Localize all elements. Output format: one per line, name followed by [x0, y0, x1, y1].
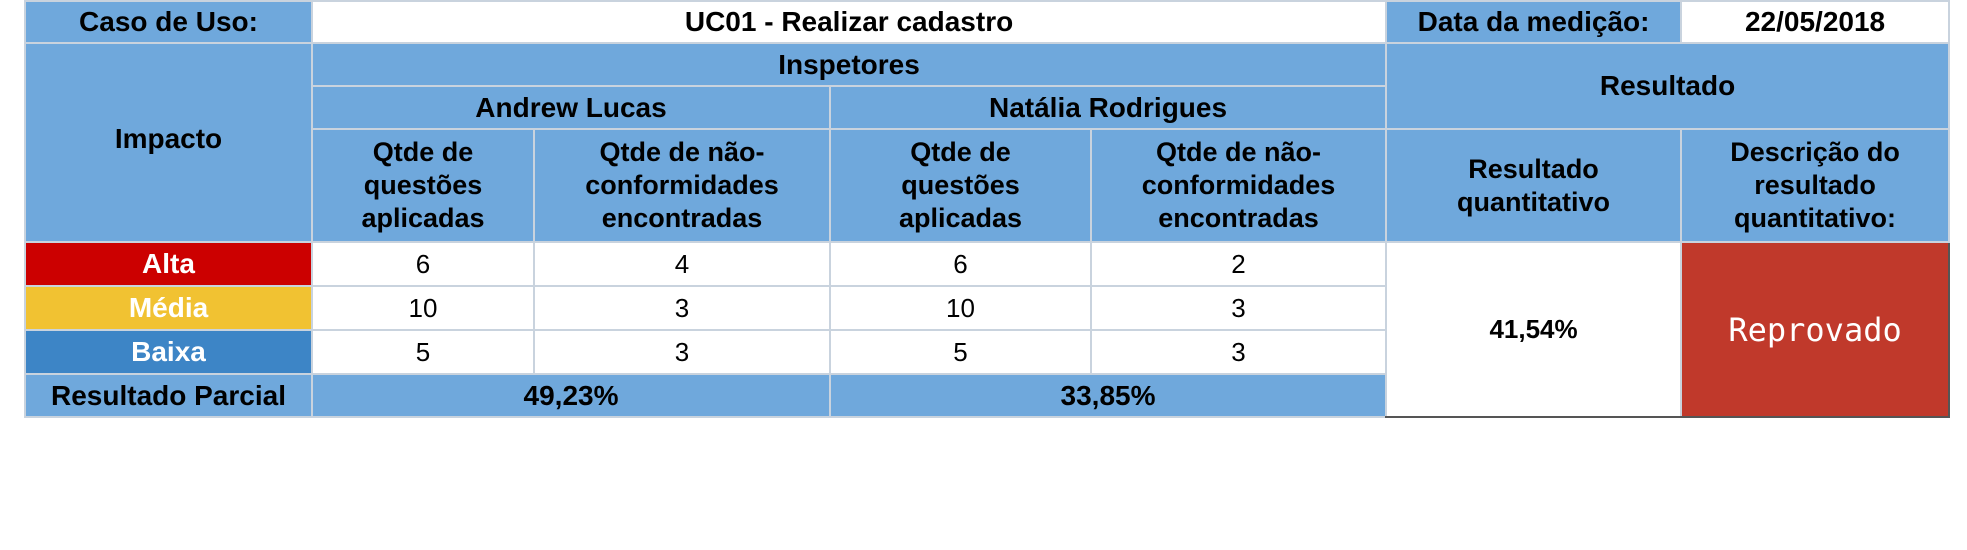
table-row: Alta 6 4 6 2 41,54% Reprovado: [24, 241, 1951, 418]
partial-result-label: Resultado Parcial: [24, 373, 313, 418]
result-description-badge: Reprovado: [1680, 241, 1951, 418]
andrew-nonconf-header: Qtde de não-conformidades encontradas: [533, 128, 831, 243]
andrew-nonconf-baixa: 3: [533, 329, 831, 375]
natalia-applied-header: Qtde de questões aplicadas: [829, 128, 1092, 243]
natalia-applied-media: 10: [829, 285, 1092, 331]
partial-result-natalia: 33,85%: [828, 373, 1388, 418]
natalia-applied-alta: 6: [829, 241, 1092, 287]
inspector-name-natalia: Natália Rodrigues: [828, 85, 1388, 130]
table-row: Baixa 5 3 5 3: [24, 329, 1949, 375]
partial-result-row: Resultado Parcial 49,23% 33,85%: [24, 373, 1949, 418]
natalia-nonconf-media: 3: [1089, 285, 1388, 331]
date-label: Data da medição:: [1385, 0, 1683, 44]
andrew-applied-baixa: 5: [311, 329, 535, 375]
natalia-nonconf-header: Qtde de não-conformidades encontradas: [1089, 128, 1388, 243]
andrew-nonconf-media: 3: [533, 285, 831, 331]
impact-alta: Alta: [24, 241, 313, 287]
desc-result-header: Descrição do resultado quantitativo:: [1680, 128, 1951, 243]
inspectors-header: Inspetores: [310, 42, 1388, 87]
impact-header: Impacto: [24, 42, 313, 243]
partial-result-andrew: 49,23%: [311, 373, 831, 418]
use-case-value: UC01 - Realizar cadastro: [310, 0, 1388, 44]
impact-media: Média: [24, 285, 313, 331]
evaluation-table: Caso de Uso: UC01 - Realizar cadastro Da…: [24, 0, 1951, 418]
quantitative-result: 41,54%: [1385, 241, 1683, 418]
table-row: Média 10 3 10 3: [24, 285, 1949, 331]
natalia-nonconf-baixa: 3: [1089, 329, 1388, 375]
use-case-label: Caso de Uso:: [24, 0, 313, 44]
andrew-applied-alta: 6: [311, 241, 535, 287]
andrew-nonconf-alta: 4: [533, 241, 831, 287]
result-header: Resultado: [1385, 42, 1951, 130]
natalia-nonconf-alta: 2: [1089, 241, 1388, 287]
impact-baixa: Baixa: [24, 329, 313, 375]
andrew-applied-media: 10: [311, 285, 535, 331]
inspector-name-andrew: Andrew Lucas: [311, 85, 831, 130]
date-value: 22/05/2018: [1680, 0, 1951, 44]
header-row: Caso de Uso: UC01 - Realizar cadastro Da…: [24, 0, 1951, 44]
andrew-applied-header: Qtde de questões aplicadas: [311, 128, 535, 243]
natalia-applied-baixa: 5: [829, 329, 1092, 375]
quant-result-header: Resultado quantitativo: [1385, 128, 1683, 243]
